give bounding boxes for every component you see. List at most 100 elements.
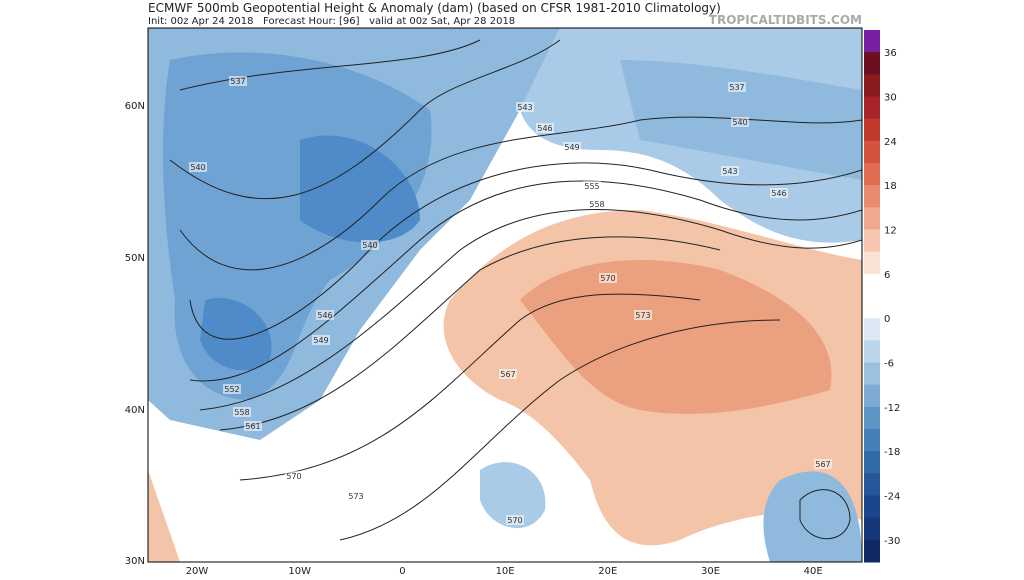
contour-label: 540: [190, 163, 205, 172]
contour-label: 543: [722, 167, 737, 176]
contour-label: 546: [537, 124, 552, 133]
colorbar-bin: [864, 118, 880, 142]
contour-label: 570: [286, 472, 301, 481]
colorbar-bin: [864, 384, 880, 408]
lon-label: 20W: [186, 566, 209, 576]
contour-label: 570: [507, 516, 522, 525]
lat-label: 50N: [125, 253, 145, 264]
contour-label: 558: [589, 200, 604, 209]
colorbar-label: 18: [884, 181, 897, 192]
colorbar-label: 36: [884, 48, 897, 59]
colorbar-bin: [864, 96, 880, 120]
contour-label: 543: [517, 103, 532, 112]
contour-label-bg: [634, 310, 652, 320]
map: [147, 27, 863, 563]
contour-label-bg: [316, 310, 334, 320]
colorbar-label: -6: [884, 359, 894, 370]
contour-label: 573: [348, 492, 363, 501]
colorbar-label: 24: [884, 137, 897, 148]
contour-label: 567: [815, 460, 830, 469]
colorbar-bin: [864, 517, 880, 541]
colorbar-bin: [864, 340, 880, 363]
colorbar-label: 30: [884, 93, 897, 104]
lon-label: 0: [399, 566, 405, 576]
contour-label-bg: [814, 459, 832, 469]
contour-label: 540: [732, 118, 747, 127]
contour-label: 540: [362, 241, 377, 250]
contour-label-bg: [499, 369, 517, 379]
colorbar-bin: [864, 229, 880, 253]
colorbar-bin: [864, 539, 880, 563]
contour-label-bg: [312, 335, 330, 345]
colorbar-bin: [864, 451, 880, 474]
lon-label: 10E: [496, 566, 515, 576]
colorbar-bin: [864, 251, 880, 275]
contour-label-bg: [347, 491, 365, 501]
lat-label: 60N: [125, 101, 145, 112]
colorbar-bin: [864, 207, 880, 230]
contour-label-bg: [506, 515, 524, 525]
contour-label-bg: [361, 240, 379, 250]
contour-label: 567: [500, 370, 515, 379]
colorbar-bin: [864, 296, 880, 319]
contour-label-bg: [516, 102, 534, 112]
contour-label-bg: [563, 142, 581, 152]
contour-label-bg: [536, 123, 554, 133]
colorbar-bin: [864, 495, 880, 519]
colorbar-label: -18: [884, 447, 900, 458]
colorbar-bin: [864, 362, 880, 386]
colorbar-bin: [864, 30, 880, 53]
colorbar-label: 12: [884, 226, 897, 237]
title: ECMWF 500mb Geopotential Height & Anomal…: [148, 1, 721, 15]
contour-label: 552: [224, 385, 239, 394]
lon-label: 20E: [598, 566, 617, 576]
colorbar-bin: [864, 318, 880, 341]
colorbar-bin: [864, 473, 880, 496]
colorbar-label: 0: [884, 314, 890, 325]
contour-label-bg: [588, 199, 606, 209]
lon-label: 30E: [701, 566, 720, 576]
colorbar-bin: [864, 406, 880, 430]
subtitle: Init: 00z Apr 24 2018 Forecast Hour: [96…: [148, 16, 515, 27]
contour-label-bg: [728, 82, 746, 92]
colorbar-bin: [864, 74, 880, 97]
colorbar-label: 6: [884, 270, 890, 281]
contour-label-bg: [285, 471, 303, 481]
contour-label-bg: [223, 384, 241, 394]
colorbar-bin: [864, 163, 880, 186]
contour-label: 573: [635, 311, 650, 320]
colorbar-bin: [864, 140, 880, 164]
lon-label: 40E: [804, 566, 823, 576]
colorbar-label: -24: [884, 492, 900, 503]
contour-label: 546: [771, 189, 786, 198]
colorbar-label: -30: [884, 536, 900, 547]
colorbar-bin: [864, 185, 880, 208]
contour-label: 549: [564, 143, 579, 152]
contour-label: 561: [245, 422, 260, 431]
contour-label: 546: [317, 311, 332, 320]
contour-label-bg: [583, 181, 601, 191]
colorbar-bin: [864, 273, 880, 297]
contour-label-bg: [599, 273, 617, 283]
lat-label: 30N: [125, 556, 145, 567]
lat-label: 40N: [125, 405, 145, 416]
contour-label-bg: [721, 166, 739, 176]
contour-label: 570: [600, 274, 615, 283]
contour-label: 558: [234, 408, 249, 417]
contour-label-bg: [770, 188, 788, 198]
contour-label: 537: [230, 77, 245, 86]
colorbar-bin: [864, 52, 880, 75]
colorbar-bin: [864, 429, 880, 452]
contour-label: 537: [729, 83, 744, 92]
contour-label-bg: [233, 407, 251, 417]
lon-label: 10W: [288, 566, 311, 576]
contour-label-bg: [189, 162, 207, 172]
contour-label-bg: [731, 117, 749, 127]
source: TROPICALTIDBITS.COM: [709, 13, 862, 27]
contour-label-bg: [244, 421, 262, 431]
colorbar-label: -12: [884, 403, 900, 414]
contour-label: 555: [584, 182, 599, 191]
contour-label: 549: [313, 336, 328, 345]
